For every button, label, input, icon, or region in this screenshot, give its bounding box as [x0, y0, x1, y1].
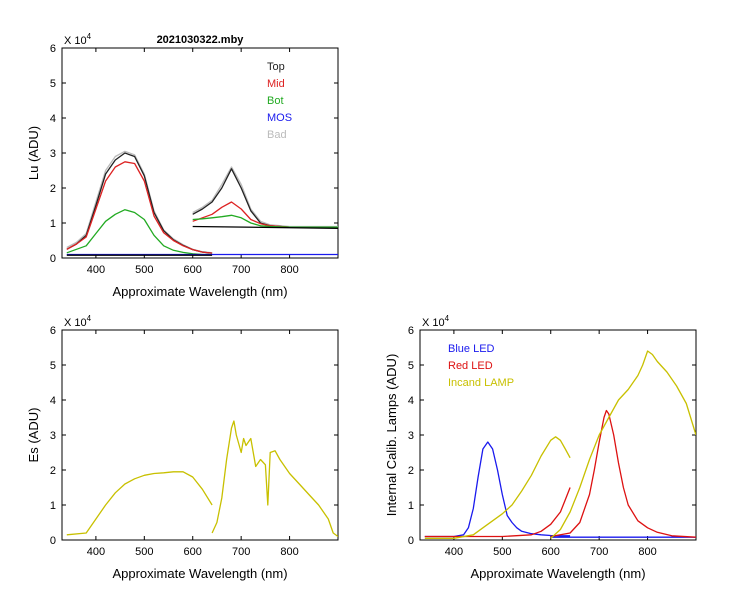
black-line — [192, 225, 338, 229]
y-tick-label: 5 — [50, 78, 56, 90]
y-tick-label: 6 — [50, 325, 56, 337]
x-tick-label: 400 — [87, 546, 105, 558]
x-tick-label: 400 — [445, 546, 463, 558]
y-tick-label: 4 — [50, 113, 56, 125]
y-axis-label: Lu (ADU) — [26, 126, 41, 180]
legend-item: Bad — [267, 129, 287, 141]
x-tick-label: 600 — [542, 546, 560, 558]
x-tick-label: 800 — [280, 264, 298, 276]
x-tick-label: 700 — [590, 546, 608, 558]
legend-item: Blue LED — [448, 343, 495, 355]
y-multiplier-exponent: 4 — [87, 314, 92, 323]
x-tick-label: 500 — [135, 546, 153, 558]
y-tick-label: 0 — [408, 535, 414, 547]
y-multiplier-exponent: 4 — [87, 32, 92, 41]
x-tick-label: 800 — [638, 546, 656, 558]
bad-line — [192, 166, 338, 228]
y-tick-label: 2 — [50, 465, 56, 477]
x-axis-label: Approximate Wavelength (nm) — [112, 284, 287, 299]
chart-title: 2021030322.mby — [157, 34, 245, 46]
legend-item: Top — [267, 61, 285, 73]
y-multiplier-base: X 10 — [64, 35, 87, 47]
y-tick-label: 0 — [50, 253, 56, 265]
x-tick-label: 700 — [232, 546, 250, 558]
series-group — [66, 420, 338, 538]
series-group — [66, 150, 338, 256]
es-line — [66, 471, 213, 536]
y-tick-label: 5 — [408, 360, 414, 372]
y-tick-label: 6 — [50, 43, 56, 55]
y-tick-label: 2 — [50, 183, 56, 195]
y-axis-label: Es (ADU) — [26, 408, 41, 463]
legend-item: Mid — [267, 78, 285, 90]
incand-lamp-line — [424, 436, 571, 539]
y-axis-label: Internal Calib. Lamps (ADU) — [384, 354, 399, 517]
y-tick-label: 4 — [50, 395, 56, 407]
x-axis-label: Approximate Wavelength (nm) — [470, 566, 645, 581]
y-tick-label: 3 — [50, 148, 56, 160]
mid-line — [66, 161, 213, 254]
x-tick-label: 800 — [280, 546, 298, 558]
x-tick-label: 700 — [232, 264, 250, 276]
y-multiplier-base: X 10 — [64, 317, 87, 329]
blue-led-line — [424, 441, 571, 538]
series-group — [424, 350, 696, 539]
y-tick-label: 2 — [408, 465, 414, 477]
x-tick-label: 400 — [87, 264, 105, 276]
legend-item: Bot — [267, 95, 284, 107]
y-tick-label: 0 — [50, 535, 56, 547]
y-multiplier: X 104 — [64, 32, 92, 47]
legend-item: Red LED — [448, 360, 493, 372]
y-tick-label: 3 — [408, 430, 414, 442]
x-tick-label: 600 — [184, 264, 202, 276]
x-tick-label: 500 — [493, 546, 511, 558]
y-tick-label: 4 — [408, 395, 414, 407]
bot-line — [66, 209, 213, 256]
y-tick-label: 1 — [408, 500, 414, 512]
legend-item: MOS — [267, 112, 292, 124]
y-tick-label: 1 — [50, 218, 56, 230]
y-multiplier: X 104 — [422, 314, 450, 329]
red-led-line — [550, 409, 696, 538]
y-tick-label: 5 — [50, 360, 56, 372]
x-axis-label: Approximate Wavelength (nm) — [112, 566, 287, 581]
incand-lamp-line — [550, 350, 696, 539]
x-tick-label: 500 — [135, 264, 153, 276]
y-tick-label: 3 — [50, 430, 56, 442]
y-multiplier-exponent: 4 — [445, 314, 450, 323]
red-led-line — [424, 487, 571, 538]
legend-item: Incand LAMP — [448, 377, 514, 389]
y-tick-label: 1 — [50, 500, 56, 512]
x-tick-label: 600 — [184, 546, 202, 558]
es-line — [211, 420, 338, 538]
y-multiplier-base: X 10 — [422, 317, 445, 329]
y-tick-label: 6 — [408, 325, 414, 337]
y-multiplier: X 104 — [64, 314, 92, 329]
